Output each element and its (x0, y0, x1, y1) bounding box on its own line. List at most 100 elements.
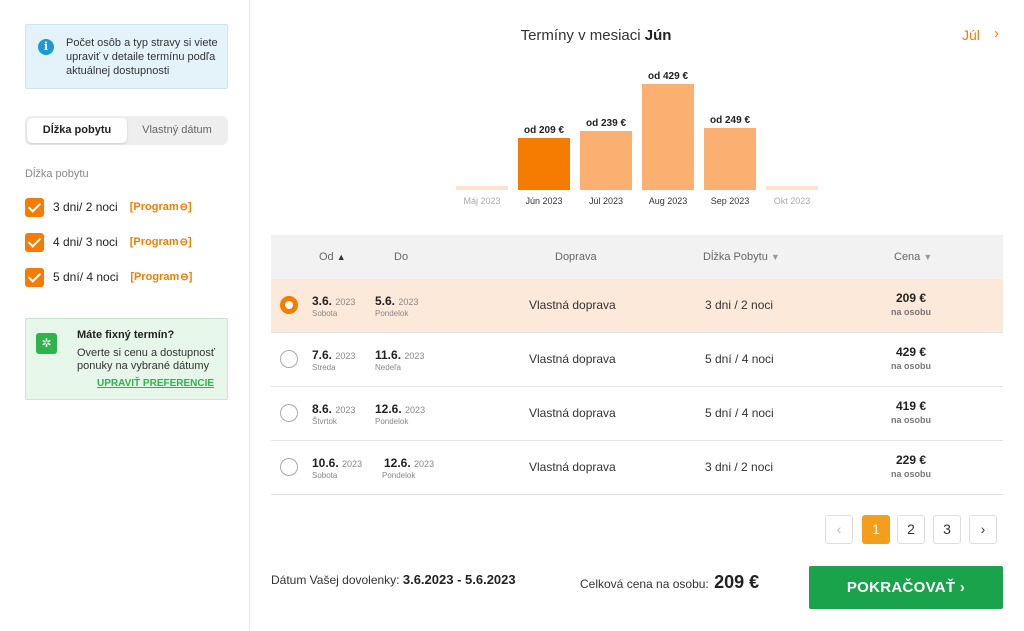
per-person: na osobu (891, 469, 931, 479)
chevron-right-icon[interactable]: › (994, 25, 999, 42)
to-day: Pondelok (382, 471, 416, 480)
checkbox-checked[interactable] (25, 267, 44, 287)
bar-value-label: od 239 € (586, 118, 626, 129)
bar-value-label: od 249 € (710, 115, 750, 126)
to-day: Nedeľa (375, 363, 401, 372)
price: 229 € (895, 453, 927, 467)
stay-length: 5 dní / 4 noci (705, 352, 774, 366)
per-person: na osobu (891, 361, 931, 371)
price: 419 € (895, 399, 927, 413)
gears-icon: ✲ (36, 333, 57, 354)
sidebar: i Počet osôb a typ stravy si viete uprav… (0, 0, 250, 631)
col-length[interactable]: Dĺžka Pobytu ▼ (703, 251, 780, 263)
chart-bar[interactable] (518, 138, 570, 190)
col-price[interactable]: Cena ▼ (894, 251, 933, 263)
category-label: Jún 2023 (525, 196, 562, 206)
option-label: 4 dni/ 3 noci (53, 235, 118, 249)
category-label: Júl 2023 (589, 196, 623, 206)
filter-option[interactable]: 5 dní/ 4 noci [Program⊖] (25, 267, 192, 287)
from-day: Streda (312, 363, 336, 372)
fixed-date-box: ✲ Máte fixný termín? Overte si cenu a do… (25, 318, 228, 400)
option-label: 3 dni/ 2 noci (53, 200, 118, 214)
per-person: na osobu (891, 307, 931, 317)
filter-option[interactable]: 4 dni/ 3 noci [Program⊖] (25, 232, 192, 252)
total-price: Celková cena na osobu: 209 € (580, 572, 760, 592)
table-header: Od ▲ Do Doprava Dĺžka Pobytu ▼ Cena ▼ (271, 235, 1003, 279)
sort-down-icon: ▼ (770, 252, 780, 262)
program-link[interactable]: [Program⊖] (129, 236, 192, 248)
mode-switch: Dĺžka pobytu Vlastný dátum (25, 116, 228, 145)
link-icon: ⊖ (179, 202, 189, 213)
link-icon: ⊖ (180, 272, 189, 283)
table-row[interactable]: 3.6. 2023 Sobota 5.6. 2023 Pondelok Vlas… (271, 279, 1003, 333)
option-label: 5 dní/ 4 noci (53, 270, 119, 284)
fixed-text: Overte si cenu a dostupnosť ponuky na vy… (77, 347, 216, 372)
prev-page-button[interactable]: ‹ (825, 515, 853, 544)
col-to: Do (394, 251, 409, 263)
radio-unselected[interactable] (280, 350, 298, 368)
category-label: Okt 2023 (774, 196, 811, 206)
col-from[interactable]: Od ▲ (319, 251, 346, 263)
tab-length-of-stay[interactable]: Dĺžka pobytu (27, 118, 127, 143)
chart-bar[interactable] (766, 186, 818, 190)
price: 429 € (895, 345, 927, 359)
to-day: Pondelok (375, 309, 409, 318)
sort-up-icon: ▲ (336, 252, 346, 262)
chart-bar[interactable] (456, 186, 508, 190)
radio-unselected[interactable] (280, 458, 298, 476)
sort-down-icon: ▼ (923, 252, 933, 262)
fixed-title: Máte fixný termín? (77, 329, 175, 341)
page-1-button[interactable]: 1 (862, 515, 890, 544)
vacation-date: Dátum Vašej dovolenky: 3.6.2023 - 5.6.20… (271, 572, 516, 587)
page-3-button[interactable]: 3 (933, 515, 961, 544)
program-link[interactable]: [Program⊖] (130, 271, 193, 283)
from-day: Sobota (312, 471, 338, 480)
continue-button[interactable]: POKRAČOVAŤ › (809, 566, 1003, 609)
table-row[interactable]: 10.6. 2023 Sobota 12.6. 2023 Pondelok Vl… (271, 441, 1003, 495)
category-label: Máj 2023 (463, 196, 500, 206)
chart-bar[interactable] (642, 84, 694, 190)
transport: Vlastná doprava (529, 406, 616, 420)
stay-length: 5 dní / 4 noci (705, 406, 774, 420)
next-page-button[interactable]: › (969, 515, 997, 544)
chart-bar[interactable] (580, 131, 632, 190)
radio-unselected[interactable] (280, 404, 298, 422)
to-date: 11.6. 2023 (375, 348, 425, 362)
category-label: Aug 2023 (649, 196, 688, 206)
from-day: Štvrtok (312, 417, 337, 426)
filter-option[interactable]: 3 dni/ 2 noci [Program⊖] (25, 197, 192, 217)
from-date: 10.6. 2023 (312, 456, 363, 470)
info-notice: i Počet osôb a typ stravy si viete uprav… (25, 24, 228, 89)
radio-selected[interactable] (280, 296, 298, 314)
price: 209 € (895, 291, 927, 305)
category-label: Sep 2023 (711, 196, 750, 206)
from-date: 8.6. 2023 (312, 402, 356, 416)
month-title: Termíny v mesiaci Jún (520, 27, 672, 44)
to-date: 5.6. 2023 (375, 294, 419, 308)
table-row[interactable]: 7.6. 2023 Streda 11.6. 2023 Nedeľa Vlast… (271, 333, 1003, 387)
month-price-chart: Máj 2023 od 209 € Jún 2023 od 239 € Júl 2023… (456, 71, 818, 206)
chart-bar[interactable] (704, 128, 756, 190)
checkbox-checked[interactable] (25, 232, 44, 252)
checkbox-checked[interactable] (25, 197, 44, 217)
info-text: Počet osôb a typ stravy si viete upraviť… (66, 37, 218, 77)
chevron-right-icon: › (959, 579, 966, 596)
transport: Vlastná doprava (529, 352, 616, 366)
page-2-button[interactable]: 2 (897, 515, 925, 544)
to-day: Pondelok (375, 417, 409, 426)
to-date: 12.6. 2023 (375, 402, 426, 416)
col-transport: Doprava (555, 251, 597, 263)
edit-preferences-link[interactable]: UPRAVIŤ PREFERENCIE (97, 378, 215, 389)
from-date: 7.6. 2023 (312, 348, 356, 362)
info-icon: i (38, 39, 54, 55)
bar-value-label: od 429 € (648, 71, 688, 82)
stay-length: 3 dni / 2 noci (705, 460, 774, 474)
next-month-link[interactable]: Júl (962, 27, 980, 43)
link-icon: ⊖ (179, 237, 189, 248)
tab-custom-date[interactable]: Vlastný dátum (142, 124, 212, 136)
program-link[interactable]: [Program⊖] (129, 201, 192, 213)
stay-length: 3 dni / 2 noci (705, 298, 774, 312)
to-date: 12.6. 2023 (384, 456, 435, 470)
transport: Vlastná doprava (529, 298, 616, 312)
table-row[interactable]: 8.6. 2023 Štvrtok 12.6. 2023 Pondelok Vl… (271, 387, 1003, 441)
